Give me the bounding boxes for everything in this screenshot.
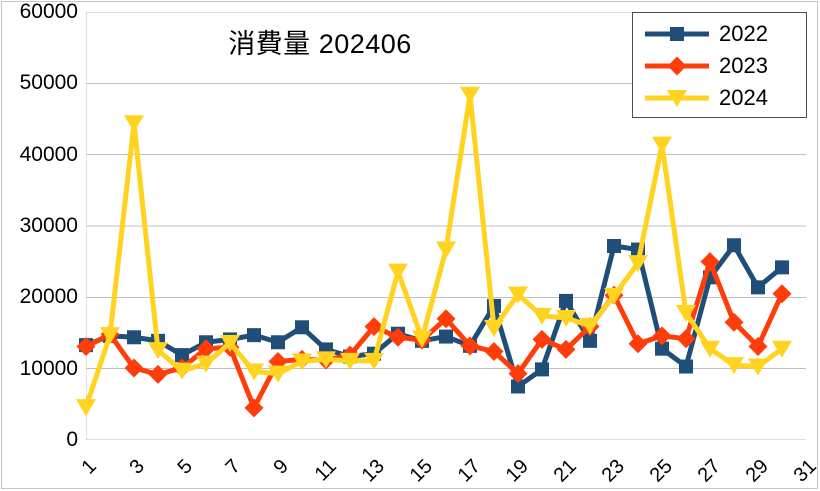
data-point-marker (532, 307, 552, 325)
y-axis-tick-label: 0 (66, 428, 78, 451)
legend-swatch-square-icon (645, 22, 709, 46)
data-point-marker (364, 352, 384, 370)
data-point-marker (583, 333, 597, 348)
data-point-marker (247, 328, 261, 343)
data-point-marker (670, 27, 684, 41)
data-point-marker (667, 90, 687, 107)
data-point-marker (460, 336, 480, 356)
data-point-marker (340, 352, 360, 370)
data-point-marker (436, 241, 456, 259)
data-point-marker (700, 340, 720, 358)
data-point-marker (124, 115, 144, 133)
data-point-marker (196, 355, 216, 373)
data-point-marker (559, 293, 573, 308)
data-point-marker (148, 342, 168, 360)
data-point-marker (175, 348, 189, 363)
data-point-marker (751, 280, 765, 295)
data-point-marker (652, 326, 672, 346)
chart-title: 消費量 202406 (228, 29, 412, 59)
legend-item-2023[interactable]: 2023 (633, 50, 806, 82)
data-point-marker (364, 317, 384, 337)
data-point-marker (652, 136, 672, 154)
data-point-marker (316, 351, 336, 369)
data-series-svg (76, 86, 792, 418)
legend-label: 2024 (719, 85, 768, 110)
data-point-marker (556, 310, 576, 328)
data-point-marker (271, 335, 285, 350)
data-point-marker (124, 358, 144, 378)
data-point-marker (292, 353, 312, 371)
data-point-marker (772, 340, 792, 358)
data-point-marker (220, 334, 240, 352)
y-axis-labels: 0 10000 20000 30000 40000 50000 60000 (0, 0, 78, 491)
data-point-marker (268, 365, 288, 383)
data-point-marker (748, 337, 768, 357)
data-point-marker (244, 398, 264, 418)
data-point-marker (436, 309, 456, 329)
legend: 2022 2023 2024 (632, 12, 807, 118)
data-point-marker (679, 359, 693, 374)
series-2023 (76, 252, 792, 418)
data-point-marker (775, 260, 789, 275)
data-point-marker (172, 362, 192, 380)
plot-area (76, 12, 806, 440)
data-point-marker (556, 339, 576, 359)
series-2024 (76, 86, 792, 417)
legend-swatch-diamond-icon (645, 54, 709, 78)
data-point-marker (676, 329, 696, 349)
legend-label: 2023 (719, 53, 768, 78)
x-axis-tick-label: 1 (77, 455, 101, 479)
data-point-marker (628, 334, 648, 354)
data-point-marker (508, 286, 528, 304)
data-point-marker (748, 358, 768, 376)
data-point-marker (724, 357, 744, 375)
data-point-marker (76, 337, 96, 357)
data-point-marker (676, 305, 696, 323)
data-point-marker (535, 362, 549, 377)
data-point-marker (667, 56, 687, 76)
data-point-marker (580, 317, 600, 335)
data-point-marker (607, 238, 621, 253)
data-point-marker (439, 329, 453, 344)
data-point-marker (484, 320, 504, 338)
data-point-marker (508, 364, 528, 384)
data-point-marker (388, 263, 408, 281)
y-axis-tick-label: 60000 (19, 0, 78, 23)
data-point-marker (724, 312, 744, 332)
data-point-marker (484, 342, 504, 362)
data-point-marker (412, 330, 432, 348)
legend-label: 2022 (719, 21, 768, 46)
data-point-marker (127, 330, 141, 345)
data-point-marker (628, 255, 648, 273)
legend-item-2022[interactable]: 2022 (633, 18, 806, 50)
data-point-marker (460, 86, 480, 104)
data-point-marker (727, 238, 741, 253)
data-point-marker (196, 339, 216, 359)
data-point-marker (76, 399, 96, 417)
data-point-marker (244, 363, 264, 381)
y-axis-tick-label: 30000 (19, 214, 78, 237)
data-point-marker (100, 327, 120, 345)
legend-item-2024[interactable]: 2024 (633, 82, 806, 114)
y-axis-tick-label: 10000 (19, 356, 78, 380)
data-point-marker (148, 364, 168, 384)
data-point-marker (772, 284, 792, 304)
data-point-marker (604, 287, 624, 305)
data-point-marker (511, 379, 525, 394)
y-axis-tick-label: 20000 (19, 285, 78, 309)
data-point-marker (295, 320, 309, 335)
data-point-marker (388, 327, 408, 347)
y-axis-tick-label: 40000 (19, 142, 78, 166)
y-axis-tick-label: 50000 (19, 71, 78, 95)
legend-swatch-triangle-icon (645, 86, 709, 110)
data-point-marker (532, 329, 552, 349)
data-point-marker (655, 341, 669, 356)
